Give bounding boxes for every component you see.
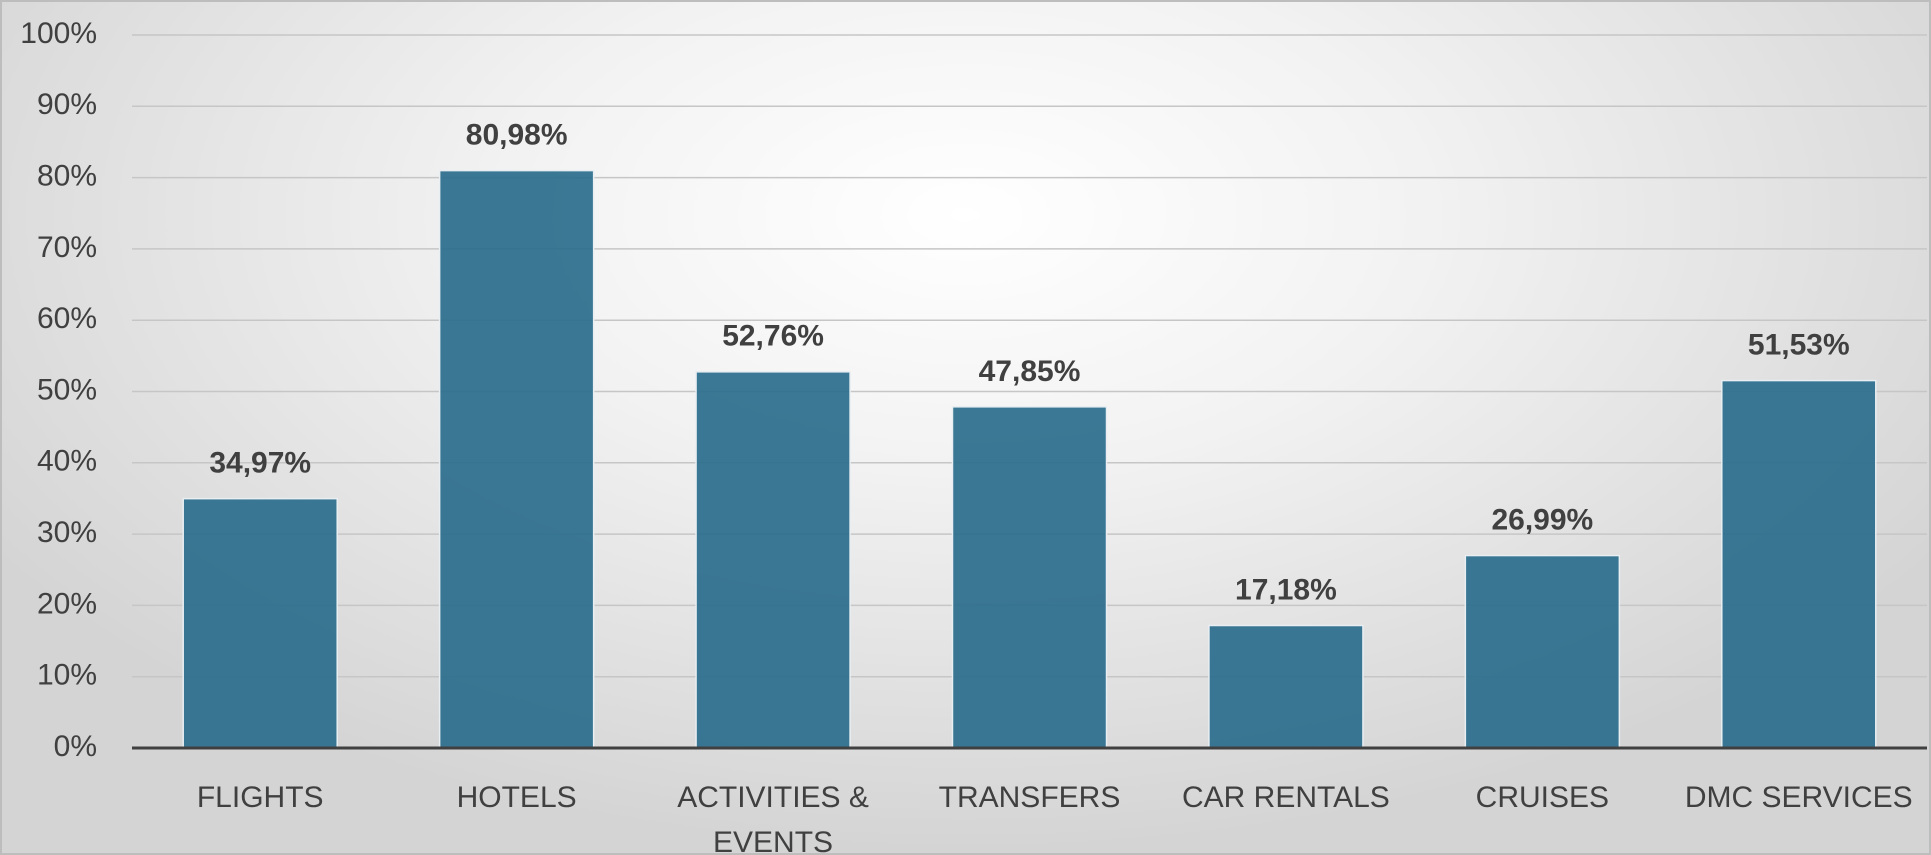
y-tick-label: 60%	[37, 302, 97, 335]
y-tick-label: 0%	[54, 730, 97, 763]
x-tick-label: CAR RENTALS	[1182, 781, 1390, 814]
value-label: 17,18%	[1235, 573, 1337, 606]
x-tick-label: TRANSFERS	[938, 781, 1121, 814]
bar	[951, 406, 1108, 749]
value-label: 51,53%	[1748, 329, 1850, 362]
value-label: 80,98%	[466, 119, 568, 152]
y-tick-label: 20%	[37, 587, 97, 620]
y-tick-label: 100%	[20, 17, 97, 50]
bar	[1721, 379, 1877, 749]
value-label: 26,99%	[1491, 503, 1593, 536]
x-tick-label: ACTIVITIES & EVENTS	[677, 781, 869, 855]
y-tick-label: 50%	[37, 373, 97, 406]
x-tick-label: DMC SERVICES	[1684, 781, 1913, 814]
bar	[1208, 624, 1364, 749]
x-tick-label: FLIGHTS	[196, 781, 324, 814]
value-label: 47,85%	[979, 355, 1081, 388]
bar	[695, 371, 851, 749]
y-tick-label: 80%	[37, 160, 97, 193]
bar	[1464, 554, 1621, 749]
y-tick-label: 70%	[37, 231, 97, 264]
value-label: 52,76%	[722, 320, 824, 353]
x-tick-label: HOTELS	[456, 781, 577, 814]
y-tick-label: 90%	[37, 88, 97, 121]
y-tick-label: 10%	[37, 659, 97, 692]
y-tick-label: 40%	[37, 445, 97, 478]
y-tick-label: 30%	[37, 516, 97, 549]
x-tick-label: CRUISES	[1475, 781, 1610, 814]
bar	[182, 497, 338, 749]
value-label: 34,97%	[209, 447, 311, 480]
bar	[438, 169, 595, 749]
